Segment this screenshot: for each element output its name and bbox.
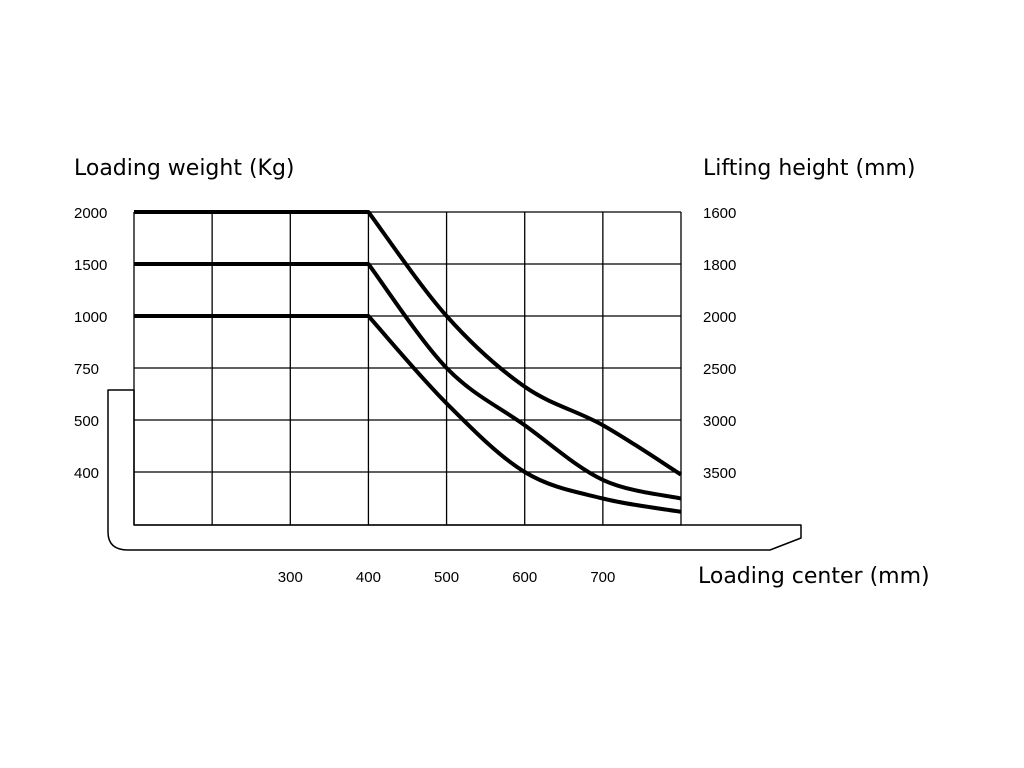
left-tick-label: 1500 <box>74 257 107 274</box>
chart-labels: Loading weight (Kg) Lifting height (mm) … <box>74 156 930 589</box>
left-tick-label: 2000 <box>74 205 107 222</box>
right-tick-label: 2500 <box>703 361 736 378</box>
right-axis-title: Lifting height (mm) <box>703 156 916 181</box>
left-tick-label: 1000 <box>74 309 107 326</box>
x-tick-label: 500 <box>434 569 459 586</box>
left-tick-label: 500 <box>74 413 99 430</box>
load-curve-1000 <box>134 314 682 514</box>
right-tick-label: 1600 <box>703 205 736 222</box>
right-tick-label: 3000 <box>703 413 736 430</box>
x-tick-label: 700 <box>590 569 615 586</box>
x-axis-title: Loading center (mm) <box>698 564 930 589</box>
left-axis-title: Loading weight (Kg) <box>74 156 295 181</box>
x-tick-label: 400 <box>356 569 381 586</box>
left-tick-label: 400 <box>74 465 99 482</box>
chart-series <box>134 210 683 514</box>
right-tick-label: 2000 <box>703 309 736 326</box>
right-tick-label: 1800 <box>703 257 736 274</box>
x-tick-label: 600 <box>512 569 537 586</box>
left-tick-label: 750 <box>74 361 99 378</box>
load-curve-2000 <box>134 210 683 477</box>
x-tick-label: 300 <box>278 569 303 586</box>
load-curve-1500 <box>134 262 682 501</box>
fork-outline <box>107 389 802 551</box>
right-tick-label: 3500 <box>703 465 736 482</box>
